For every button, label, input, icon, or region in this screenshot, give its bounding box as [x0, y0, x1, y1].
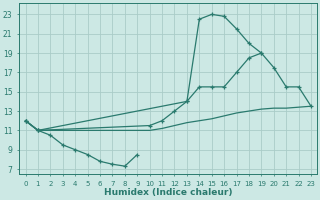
X-axis label: Humidex (Indice chaleur): Humidex (Indice chaleur) — [104, 188, 233, 197]
